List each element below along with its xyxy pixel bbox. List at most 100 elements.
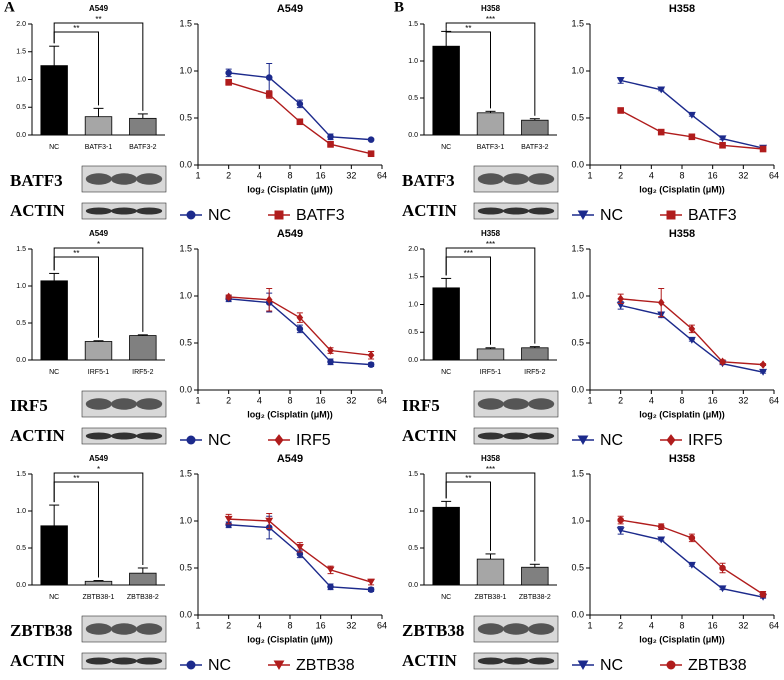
chart-title: H358	[669, 228, 695, 240]
blot-label: ACTIN	[10, 651, 66, 670]
data-point	[265, 91, 273, 98]
chart-title: A549	[277, 3, 303, 15]
x-tick-label: 8	[287, 170, 292, 180]
legend-label: IRF5	[296, 432, 331, 449]
y-tick-label: 0.5	[179, 562, 192, 572]
legend-marker	[274, 434, 284, 446]
blot-label: BATF3	[10, 171, 63, 190]
bar	[476, 558, 505, 586]
data-point	[296, 100, 304, 108]
blot-band	[136, 398, 163, 410]
bar	[432, 45, 460, 136]
data-point	[719, 141, 726, 149]
y-tick-label: 0.5	[408, 329, 418, 336]
significance-label: **	[73, 24, 79, 33]
chart-title: H358	[481, 4, 501, 13]
x-tick-label: IRF5-1	[480, 369, 502, 376]
blot-band	[111, 173, 137, 185]
x-tick-label: BATF3-2	[521, 144, 549, 151]
bar	[476, 348, 505, 361]
x-tick-label: 16	[316, 170, 326, 180]
significance-label: ***	[486, 240, 495, 249]
bar	[84, 116, 113, 136]
blot-band	[136, 432, 163, 440]
data-point	[367, 350, 375, 360]
significance-label: **	[95, 15, 101, 24]
series-line	[228, 81, 372, 155]
bar	[129, 572, 157, 586]
blot-band	[85, 173, 112, 185]
x-axis-label: log₂ (Cisplatin (μM))	[247, 634, 333, 644]
data-point	[719, 564, 726, 572]
y-tick-label: 1.0	[408, 301, 418, 308]
bar	[84, 580, 113, 586]
blot-band	[111, 207, 137, 215]
data-point	[616, 77, 625, 85]
blot-label: IRF5	[402, 396, 440, 415]
legend-marker	[186, 210, 196, 220]
data-point	[657, 536, 666, 544]
blot-band	[85, 623, 112, 635]
chart-title: A549	[89, 454, 109, 463]
chart-title: H358	[669, 453, 695, 465]
y-tick-label: 0.5	[408, 545, 418, 552]
x-tick-label: NC	[49, 369, 59, 376]
x-tick-label: 1	[587, 620, 592, 630]
significance-label: *	[97, 465, 100, 474]
series-line	[620, 519, 764, 595]
y-tick-label: 1.0	[571, 290, 584, 300]
data-point	[296, 325, 304, 333]
y-tick-label: 1.5	[179, 18, 192, 28]
data-point	[296, 118, 304, 126]
blot-band	[85, 398, 112, 410]
y-tick-label: 1.0	[179, 290, 192, 300]
x-tick-label: 1	[587, 395, 592, 405]
data-point	[367, 578, 376, 586]
y-tick-label: 0.0	[16, 582, 26, 589]
significance-label: **	[73, 249, 79, 258]
significance-label: ***	[486, 465, 495, 474]
legend-label: NC	[600, 207, 623, 224]
x-axis-label: log₂ (Cisplatin (μM))	[639, 184, 725, 194]
data-point	[687, 336, 696, 344]
y-tick-label: 1.5	[571, 243, 584, 253]
legend-label: NC	[208, 657, 231, 674]
blot-label: ACTIN	[10, 426, 66, 445]
x-tick-label: ZBTB38-1	[475, 594, 507, 601]
legend-label: BATF3	[296, 207, 345, 224]
x-tick-label: 8	[287, 620, 292, 630]
x-tick-label: 64	[769, 620, 779, 630]
data-point	[688, 534, 696, 542]
y-tick-label: 0.5	[571, 562, 584, 572]
legend-marker	[666, 210, 676, 220]
x-tick-label: 64	[769, 395, 779, 405]
x-tick-label: 8	[679, 395, 684, 405]
data-point	[617, 516, 624, 524]
data-point	[327, 358, 334, 366]
significance-label: ***	[464, 249, 473, 258]
legend-marker	[666, 434, 676, 446]
bar	[521, 119, 549, 136]
y-tick-label: 0.5	[179, 112, 192, 122]
x-tick-label: 4	[649, 395, 654, 405]
y-tick-label: 0.0	[571, 384, 584, 394]
significance-bracket	[53, 247, 144, 332]
y-tick-label: 0.0	[571, 609, 584, 619]
chart-title: H358	[669, 3, 695, 15]
chart-title: H358	[481, 454, 501, 463]
data-point	[367, 361, 375, 368]
blot-band	[477, 657, 504, 665]
blot-band	[503, 398, 529, 410]
blot-band	[111, 623, 137, 635]
x-tick-label: 16	[708, 395, 718, 405]
y-tick-label: 1.0	[571, 515, 584, 525]
y-tick-label: 1.5	[16, 246, 26, 253]
data-point	[225, 292, 232, 302]
legend-label: ZBTB38	[296, 657, 355, 674]
x-tick-label: ZBTB38-2	[127, 594, 159, 601]
chart-title: A549	[89, 229, 109, 238]
legend-marker	[666, 660, 676, 670]
bar	[521, 566, 549, 586]
x-axis-label: log₂ (Cisplatin (μM))	[639, 634, 725, 644]
significance-bracket	[445, 28, 491, 109]
